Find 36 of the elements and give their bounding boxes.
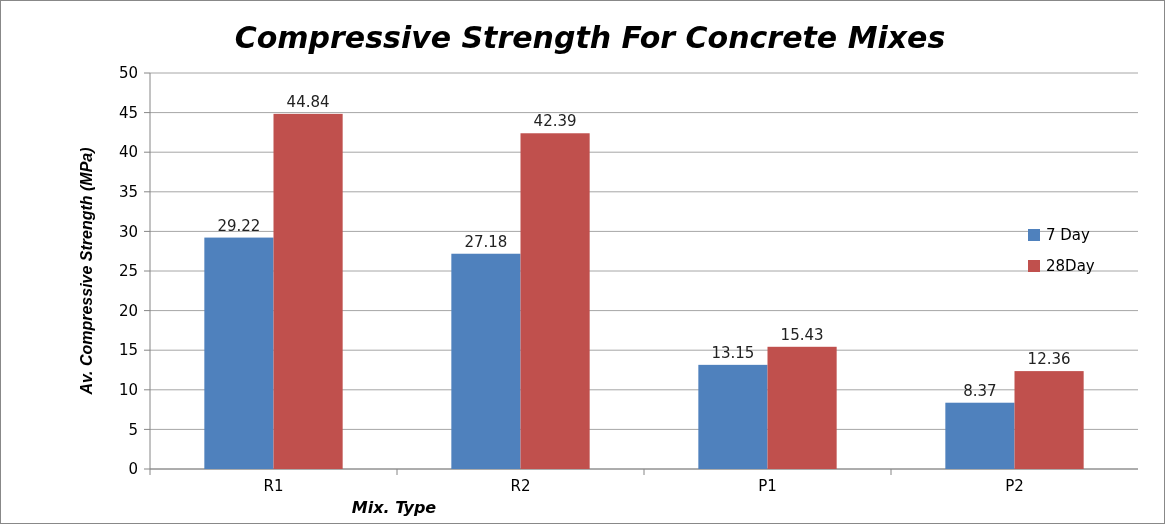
data-label: 13.15: [711, 343, 755, 362]
chart-title: Compressive Strength For Concrete Mixes: [234, 20, 946, 55]
data-label: 29.22: [217, 216, 261, 235]
y-tick-label: 0: [128, 460, 138, 479]
y-axis-title: Av. Compressive Strength (MPa): [78, 147, 95, 396]
x-axis-title: Mix. Type: [351, 498, 437, 517]
x-tick-label: R1: [263, 477, 284, 495]
y-tick-label: 15: [118, 341, 138, 360]
y-tick-label: 40: [118, 143, 138, 162]
x-tick-label: P2: [1005, 477, 1024, 495]
y-tick-label: 50: [118, 64, 138, 83]
y-tick-label: 25: [118, 262, 138, 281]
x-tick-label: P1: [758, 477, 777, 495]
data-label: 44.84: [286, 92, 330, 111]
data-label: 42.39: [533, 112, 577, 131]
y-tick-label: 10: [118, 381, 138, 400]
y-tick-label: 5: [128, 420, 138, 439]
y-tick-label: 20: [118, 301, 138, 320]
bar: [204, 237, 274, 469]
data-label: 12.36: [1027, 350, 1071, 369]
data-label: 27.18: [464, 232, 508, 251]
bar: [698, 364, 768, 469]
bar: [945, 402, 1015, 469]
bar: [520, 133, 590, 469]
data-label: 15.43: [780, 325, 824, 344]
bar: [273, 113, 343, 469]
y-tick-label: 30: [118, 222, 138, 241]
data-label: 8.37: [963, 381, 997, 400]
y-tick-label: 35: [118, 183, 138, 202]
x-tick-label: R2: [510, 477, 531, 495]
bar: [767, 346, 837, 469]
y-tick-label: 45: [118, 103, 138, 122]
legend-label: 7 Day: [1046, 226, 1091, 245]
legend-label: 28Day: [1046, 257, 1095, 276]
bar: [451, 253, 521, 469]
bar: [1014, 371, 1084, 469]
